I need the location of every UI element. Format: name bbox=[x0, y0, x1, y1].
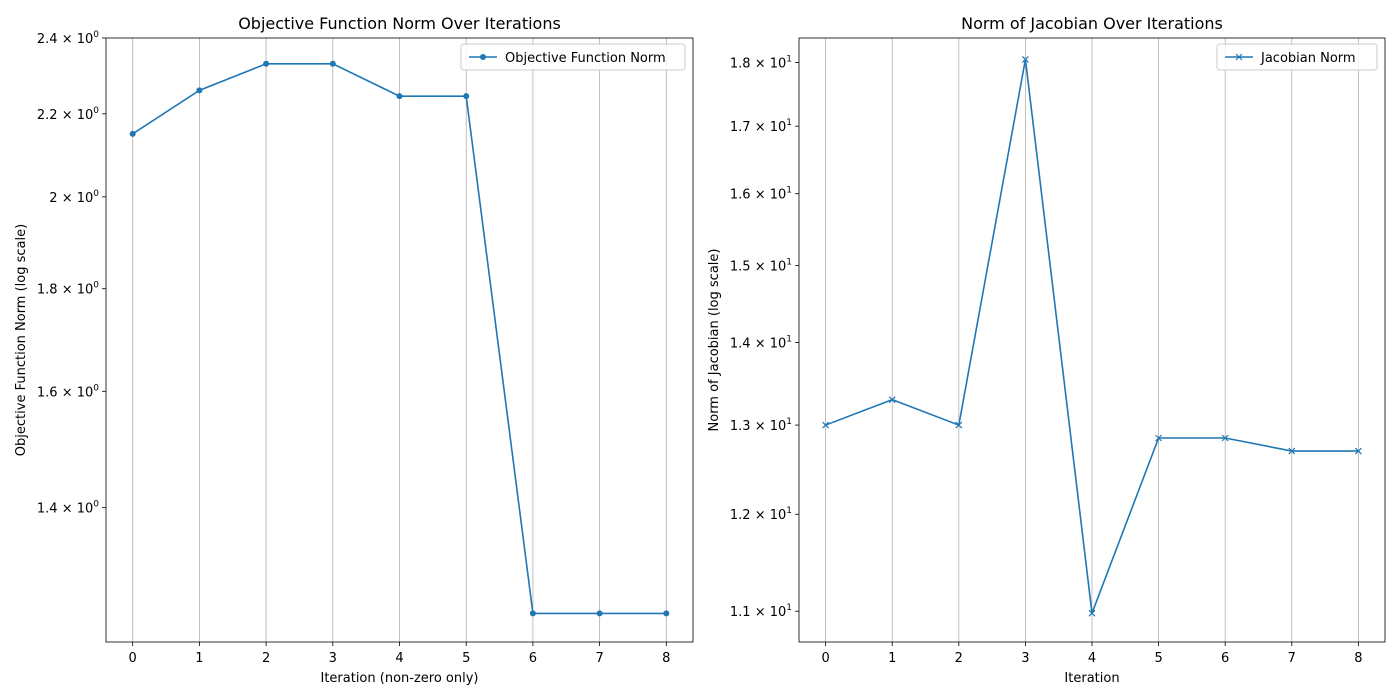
y-tick-exponent: 0 bbox=[93, 189, 99, 199]
data-point bbox=[955, 421, 963, 429]
data-point bbox=[329, 60, 336, 67]
data-point bbox=[1021, 55, 1029, 63]
y-tick-mantissa: 1.2 bbox=[730, 508, 751, 523]
y-tick-mantissa: 1.5 bbox=[730, 260, 751, 275]
x-tick-label: 1 bbox=[195, 651, 203, 666]
y-tick-label: 1.4 × 100 bbox=[37, 500, 99, 517]
y-tick-mantissa: 1.6 bbox=[730, 188, 751, 203]
legend-marker bbox=[480, 54, 486, 60]
legend-label: Objective Function Norm bbox=[505, 51, 666, 66]
x-tick-label: 2 bbox=[262, 651, 270, 666]
legend-marker bbox=[1235, 53, 1243, 61]
y-tick-label: 1.6 × 100 bbox=[37, 383, 99, 400]
legend: Objective Function Norm bbox=[460, 43, 686, 71]
x-tick-label: 0 bbox=[129, 651, 137, 666]
legend: Jacobian Norm bbox=[1216, 43, 1378, 71]
legend-label: Jacobian Norm bbox=[1260, 51, 1356, 66]
x-axis-label: Iteration (non-zero only) bbox=[320, 671, 478, 686]
y-tick-label: 1.8 × 101 bbox=[730, 54, 792, 71]
y-axis-label: Objective Function Norm (log scale) bbox=[14, 224, 29, 456]
x-tick-label: 6 bbox=[1221, 651, 1229, 666]
x-tick-label: 0 bbox=[821, 651, 829, 666]
x-axis-label: Iteration bbox=[1064, 671, 1119, 686]
x-tick-label: 6 bbox=[529, 651, 537, 666]
y-tick-mantissa: 2.2 bbox=[37, 108, 58, 123]
x-tick-label: 7 bbox=[595, 651, 603, 666]
y-tick-label: 1.4 × 101 bbox=[730, 334, 792, 351]
data-point bbox=[263, 60, 270, 67]
y-tick-label: 1.3 × 101 bbox=[730, 417, 792, 434]
x-tick-label: 8 bbox=[662, 651, 670, 666]
chart-title: Norm of Jacobian Over Iterations bbox=[961, 14, 1223, 33]
y-tick-exponent: 1 bbox=[786, 118, 792, 128]
y-tick-label: 1.1 × 101 bbox=[730, 603, 792, 620]
data-point bbox=[663, 610, 670, 617]
y-tick-mantissa: 1.6 bbox=[37, 385, 58, 400]
y-tick-mantissa: 1.8 bbox=[37, 283, 58, 298]
y-tick-exponent: 0 bbox=[93, 383, 99, 393]
y-tick-exponent: 1 bbox=[786, 186, 792, 196]
chart-panel-1: 0 1 2 3 4 5 6 7 8 1.4 × 100 1.6 × 100 1.8 × 100 2 × … bbox=[14, 14, 694, 686]
x-tick-label: 4 bbox=[1088, 651, 1096, 666]
y-tick-mantissa: 2 bbox=[49, 191, 57, 206]
x-tick-label: 3 bbox=[329, 651, 337, 666]
data-point bbox=[463, 93, 470, 100]
y-axis-label: Norm of Jacobian (log scale) bbox=[707, 249, 722, 432]
data-point bbox=[1088, 609, 1096, 617]
y-tick-exponent: 1 bbox=[786, 417, 792, 427]
legend-frame bbox=[460, 43, 686, 71]
y-tick-exponent: 1 bbox=[786, 258, 792, 268]
x-tick-label: 2 bbox=[955, 651, 963, 666]
y-tick-label: 2.2 × 100 bbox=[37, 106, 99, 123]
y-tick-exponent: 0 bbox=[93, 500, 99, 510]
x-tick-label: 1 bbox=[888, 651, 896, 666]
y-tick-exponent: 1 bbox=[786, 334, 792, 344]
y-tick-label: 1.8 × 100 bbox=[37, 281, 99, 298]
y-tick-mantissa: 1.7 bbox=[730, 120, 751, 135]
legend-frame bbox=[1216, 43, 1378, 71]
y-tick-label: 1.5 × 101 bbox=[730, 258, 792, 275]
data-point bbox=[1288, 447, 1296, 455]
y-tick-exponent: 0 bbox=[93, 30, 99, 40]
data-point bbox=[196, 87, 203, 94]
data-point bbox=[1221, 434, 1229, 442]
x-tick-label: 4 bbox=[395, 651, 403, 666]
x-tick-label: 7 bbox=[1288, 651, 1296, 666]
data-point bbox=[1354, 447, 1362, 455]
y-tick-mantissa: 1.4 bbox=[37, 502, 58, 517]
y-tick-label: 1.7 × 101 bbox=[730, 118, 792, 135]
y-tick-mantissa: 1.1 bbox=[730, 605, 751, 620]
x-tick-label: 5 bbox=[462, 651, 470, 666]
y-tick-mantissa: 1.4 bbox=[730, 336, 751, 351]
data-point bbox=[1155, 434, 1163, 442]
data-point bbox=[596, 610, 603, 617]
data-point bbox=[888, 396, 896, 404]
data-point bbox=[822, 421, 830, 429]
chart-title: Objective Function Norm Over Iterations bbox=[238, 14, 561, 33]
y-tick-label: 1.2 × 101 bbox=[730, 506, 792, 523]
y-tick-mantissa: 1.3 bbox=[730, 419, 751, 434]
y-tick-mantissa: 1.8 bbox=[730, 56, 751, 71]
y-tick-label: 2 × 100 bbox=[49, 189, 99, 206]
x-tick-label: 3 bbox=[1021, 651, 1029, 666]
axes-frame bbox=[105, 37, 694, 643]
y-tick-mantissa: 2.4 bbox=[37, 32, 58, 47]
x-tick-label: 5 bbox=[1154, 651, 1162, 666]
y-tick-exponent: 1 bbox=[786, 603, 792, 613]
data-point bbox=[529, 610, 536, 617]
data-point bbox=[129, 130, 136, 137]
y-tick-exponent: 1 bbox=[786, 506, 792, 516]
data-point bbox=[396, 93, 403, 100]
y-tick-label: 1.6 × 101 bbox=[730, 186, 792, 203]
y-tick-label: 2.4 × 100 bbox=[37, 30, 99, 47]
axes-frame bbox=[798, 37, 1386, 643]
y-tick-exponent: 0 bbox=[93, 281, 99, 291]
y-tick-exponent: 0 bbox=[93, 106, 99, 116]
x-tick-label: 8 bbox=[1354, 651, 1362, 666]
chart-panel-2: 0 1 2 3 4 5 6 7 8 1.1 × 101 1.2 × 101 1.3 × 101 1.4 … bbox=[707, 14, 1386, 686]
y-tick-exponent: 1 bbox=[786, 54, 792, 64]
